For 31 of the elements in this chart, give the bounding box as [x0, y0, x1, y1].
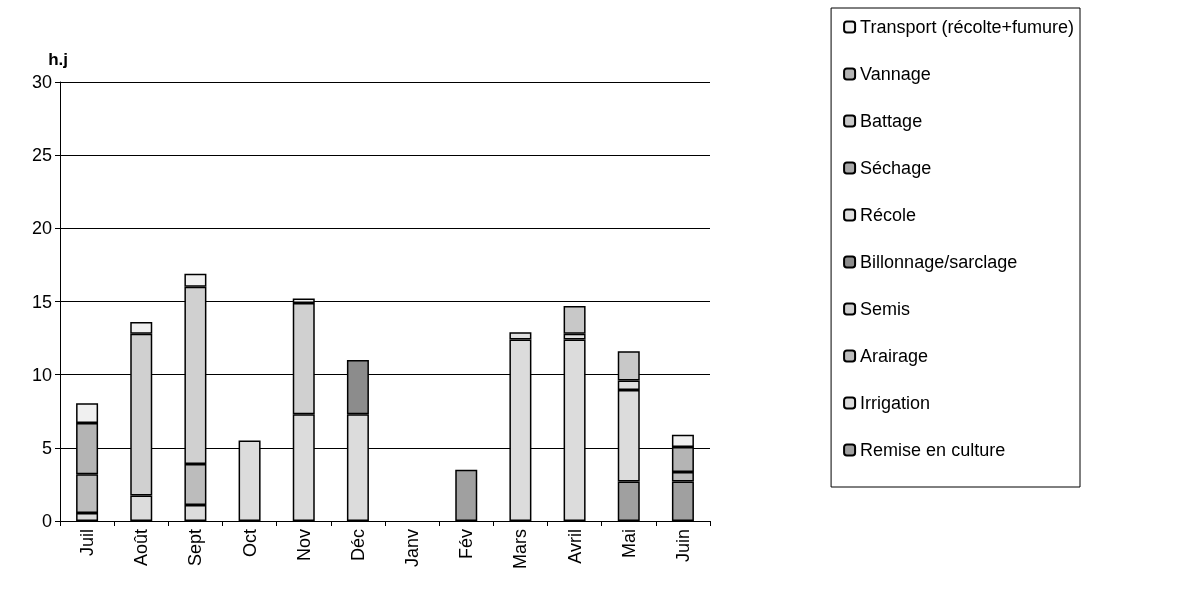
x-tick-label: Juil [77, 529, 98, 557]
legend-label: Vannage [860, 64, 931, 84]
legend-label: Récole [860, 205, 917, 225]
legend-label: Remise en culture [860, 440, 1006, 460]
legend-label: Semis [860, 299, 911, 319]
legend-label: Arairage [860, 346, 929, 366]
x-tick-label: Déc [347, 529, 368, 562]
legend-label: Billonnage/sarclage [860, 252, 1018, 272]
y-tick-label: 0 [41, 511, 52, 531]
x-tick-label: Août [131, 529, 152, 567]
x-tick-label: Sept [185, 529, 206, 567]
y-tick-label: 20 [31, 218, 52, 239]
bar [455, 469, 478, 521]
x-tick-label: Fév [456, 529, 477, 560]
x-tick-label: Nov [293, 529, 314, 562]
y-tick-label: 30 [31, 72, 52, 92]
x-tick-label: Avril [564, 529, 585, 564]
y-tick-label: 5 [41, 437, 52, 458]
y-tick-label: 25 [31, 145, 52, 166]
y-axis-title: h.j [48, 50, 68, 69]
legend-label: Battage [860, 111, 923, 131]
y-tick-label: 10 [31, 364, 52, 385]
x-tick-label: Mars [510, 529, 531, 569]
x-tick-label: Oct [239, 529, 260, 558]
x-tick-label: Juin [672, 529, 693, 563]
legend-label: Séchage [860, 158, 932, 178]
x-tick-label: Janv [402, 529, 423, 568]
legend-label: Irrigation [860, 393, 931, 413]
legend-label: Transport (récolte+fumure) [860, 17, 1075, 37]
y-tick-label: 15 [31, 291, 52, 312]
x-tick-label: Mai [618, 529, 639, 559]
